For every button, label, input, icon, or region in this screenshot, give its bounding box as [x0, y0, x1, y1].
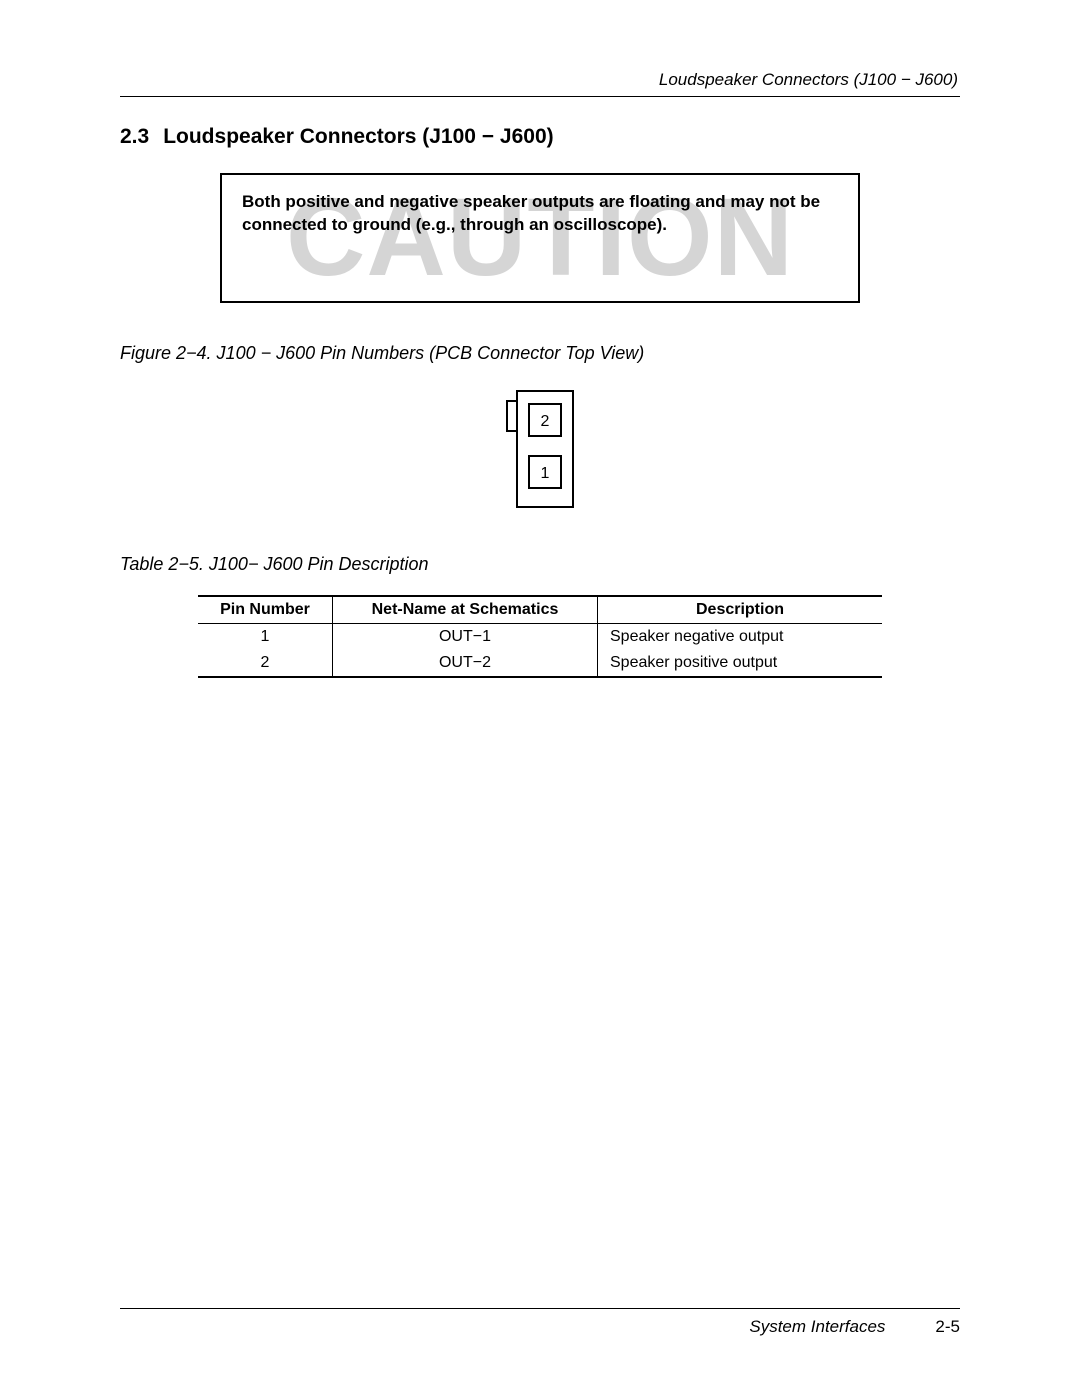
footer-page-number: 2-5 — [935, 1317, 960, 1337]
table-header-row: Pin Number Net-Name at Schematics Descri… — [198, 596, 882, 624]
th-pin-number: Pin Number — [198, 596, 333, 624]
footer-section-name: System Interfaces — [749, 1317, 885, 1337]
caution-box: CAUTION Both positive and negative speak… — [220, 173, 860, 303]
caution-container: CAUTION Both positive and negative speak… — [120, 173, 960, 303]
header-rule — [120, 96, 960, 97]
table-row: 1 OUT−1 Speaker negative output — [198, 624, 882, 651]
table-row: 2 OUT−2 Speaker positive output — [198, 650, 882, 677]
td-desc: Speaker negative output — [598, 624, 883, 651]
connector-svg: 2 1 — [495, 384, 585, 514]
connector-diagram: 2 1 — [120, 384, 960, 514]
figure-caption: Figure 2−4. J100 − J600 Pin Numbers (PCB… — [120, 343, 960, 364]
page-footer: System Interfaces 2-5 — [120, 1308, 960, 1337]
connector-outline — [517, 391, 573, 507]
pin-label-1: 1 — [541, 465, 550, 482]
td-pin: 1 — [198, 624, 333, 651]
running-header: Loudspeaker Connectors (J100 − J600) — [120, 70, 960, 90]
section-heading: 2.3 Loudspeaker Connectors (J100 − J600) — [120, 125, 960, 149]
td-desc: Speaker positive output — [598, 650, 883, 677]
td-pin: 2 — [198, 650, 333, 677]
caution-text: Both positive and negative speaker outpu… — [222, 175, 858, 237]
th-net-name: Net-Name at Schematics — [333, 596, 598, 624]
document-page: Loudspeaker Connectors (J100 − J600) 2.3… — [0, 0, 1080, 1397]
td-net: OUT−1 — [333, 624, 598, 651]
th-description: Description — [598, 596, 883, 624]
section-title-text: Loudspeaker Connectors (J100 − J600) — [163, 125, 553, 148]
table-caption: Table 2−5. J100− J600 Pin Description — [120, 554, 960, 575]
pin-label-2: 2 — [541, 413, 550, 430]
section-number: 2.3 — [120, 125, 149, 149]
footer-rule — [120, 1308, 960, 1309]
footer-line: System Interfaces 2-5 — [120, 1317, 960, 1337]
td-net: OUT−2 — [333, 650, 598, 677]
pin-table: Pin Number Net-Name at Schematics Descri… — [198, 595, 882, 678]
connector-tab — [507, 401, 517, 431]
